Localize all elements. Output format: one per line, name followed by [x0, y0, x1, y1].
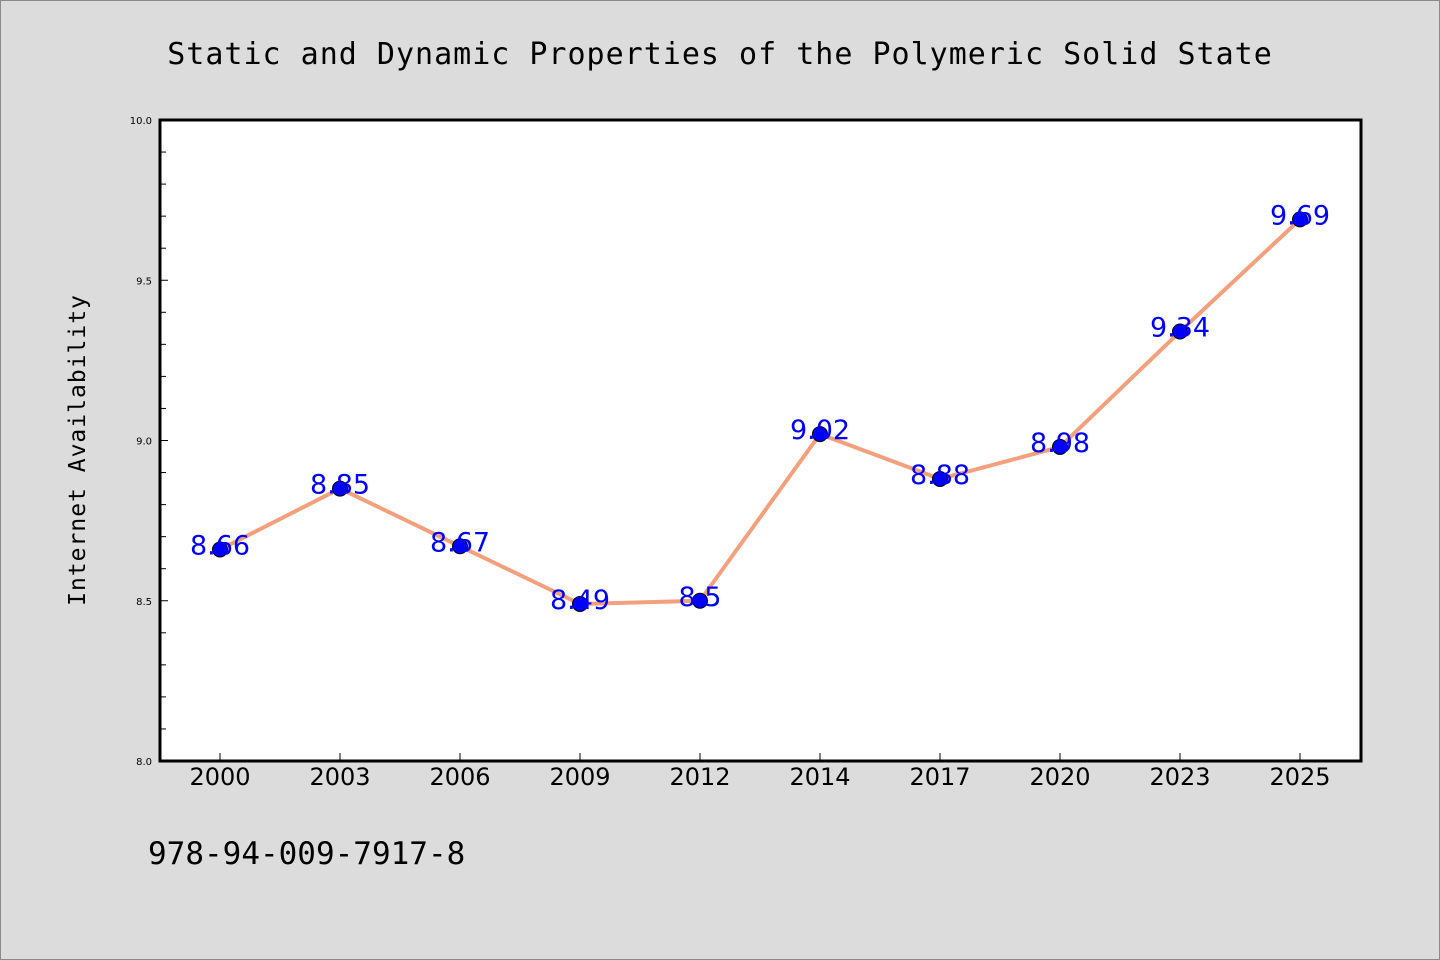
marker-8	[1172, 323, 1188, 340]
x-tick-label-6: 2017	[909, 763, 970, 791]
data-label-6: 8.88	[910, 460, 970, 491]
data-label-1: 8.85	[310, 470, 370, 501]
data-label-2: 8.67	[430, 527, 490, 558]
y-tick-label-3: 9.5	[136, 276, 152, 287]
series-markers	[212, 211, 1308, 612]
x-tick-label-0: 2000	[189, 763, 250, 791]
series-line	[218, 217, 1302, 606]
marker-4	[692, 592, 708, 609]
data-label-0: 8.66	[190, 530, 250, 561]
x-tick-label-3: 2009	[549, 763, 610, 791]
isbn-text: 978-94-009-7917-8	[148, 836, 465, 872]
marker-7	[1052, 438, 1068, 455]
plot-area	[160, 120, 1361, 761]
marker-6	[932, 470, 948, 487]
data-label-3: 8.49	[550, 585, 610, 616]
x-axis-ticks: 2000 2003 2006 2009 2012 2014 2017 2020 2023 2025	[189, 753, 1331, 791]
x-tick-label-5: 2014	[789, 763, 850, 791]
data-label-9: 9.69	[1270, 200, 1330, 231]
data-label-8: 9.34	[1150, 313, 1210, 344]
x-tick-label-4: 2012	[669, 763, 730, 791]
plot-border	[158, 118, 1363, 763]
y-tick-label-2: 9.0	[136, 437, 152, 448]
x-tick-label-1: 2003	[309, 763, 370, 791]
marker-5	[812, 426, 828, 443]
y-tick-label-4: 10.0	[130, 116, 152, 127]
y-tick-label-0: 8.0	[136, 757, 152, 768]
x-tick-label-2: 2006	[429, 763, 490, 791]
x-tick-label-9: 2025	[1269, 763, 1330, 791]
marker-1	[332, 480, 348, 497]
x-tick-label-8: 2023	[1149, 763, 1210, 791]
marker-3	[572, 595, 588, 612]
marker-0	[212, 541, 228, 558]
y-tick-label-1: 8.5	[136, 597, 152, 608]
chart-title: Static and Dynamic Properties of the Pol…	[167, 37, 1273, 72]
y-axis-label: Internet Availability	[65, 294, 91, 606]
data-label-4: 8.5	[679, 582, 722, 613]
x-tick-label-7: 2020	[1029, 763, 1090, 791]
data-label-7: 8.98	[1030, 428, 1090, 459]
marker-9	[1292, 211, 1308, 228]
data-label-5: 9.02	[790, 415, 850, 446]
marker-2	[452, 538, 468, 555]
data-labels: 8.66 8.85 8.67 8.49 8.5 9.02 8.88 8.98 9.34 9.69	[190, 200, 1330, 616]
